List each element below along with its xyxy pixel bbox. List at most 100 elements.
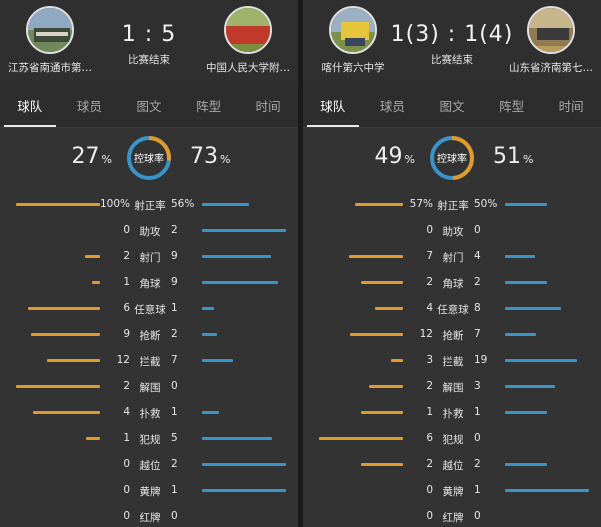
match-score: 1(3) : 1(4): [390, 22, 514, 47]
stat-label: 助攻: [139, 226, 161, 238]
stat-row: 4 任意球 8: [303, 296, 601, 322]
stats-list: 57% 射正率 50% 0 助攻 0 7 射门 4 2 角球 2 4 任意球 8 12 抢断 7 3 拦截 19 2 解围 3…: [303, 192, 601, 527]
away-stat-value: 2: [474, 458, 481, 470]
stat-label: 射正率: [134, 200, 166, 212]
stat-label: 犯规: [139, 434, 161, 446]
away-stat-bar: [505, 463, 547, 466]
match-panel-right: 喀什第六中学 1(3) : 1(4) 比赛结束 山东省济南第七… 球队 球员: [303, 0, 601, 527]
stat-label: 扑救: [139, 408, 161, 420]
home-stat-value: 2: [123, 250, 130, 262]
home-possession: 27%: [71, 144, 112, 169]
stat-row: 1 犯规 5: [0, 426, 298, 452]
stat-label: 任意球: [134, 304, 166, 316]
home-stat-value: 2: [426, 276, 433, 288]
home-stat-value: 12: [419, 328, 433, 340]
stat-label: 犯规: [442, 434, 464, 446]
tab-live-text[interactable]: 图文: [136, 99, 162, 114]
away-team-name: 中国人民大学附…: [206, 62, 290, 74]
home-stat-value: 0: [426, 224, 433, 236]
stat-label: 射门: [139, 252, 161, 264]
home-stat-value: 7: [426, 250, 433, 262]
possession-donut: [430, 136, 474, 180]
home-team[interactable]: 江苏省南通市第…: [0, 6, 100, 75]
stat-label: 红牌: [139, 512, 161, 524]
home-stat-bar: [355, 203, 403, 206]
tab-live-text[interactable]: 图文: [439, 99, 465, 114]
tab-timeline[interactable]: 时间: [255, 99, 281, 114]
away-stat-bar: [202, 281, 278, 284]
stat-row: 0 黄牌 1: [303, 478, 601, 504]
home-stat-bar: [369, 385, 403, 388]
away-stat-value: 7: [474, 328, 481, 340]
possession-label: 控球率: [134, 154, 164, 165]
away-team[interactable]: 中国人民大学附…: [198, 6, 298, 75]
home-team-logo: [329, 6, 377, 54]
stat-row: 2 角球 2: [303, 270, 601, 296]
stat-row: 0 红牌 0: [303, 504, 601, 527]
home-stat-bar: [361, 411, 403, 414]
away-stat-value: 50%: [474, 198, 498, 210]
stat-label: 解围: [442, 382, 464, 394]
stat-label: 红牌: [442, 512, 464, 524]
away-stat-bar: [202, 229, 286, 232]
tab-formation[interactable]: 阵型: [196, 99, 222, 114]
away-stat-value: 7: [171, 354, 178, 366]
home-stat-bar: [28, 307, 100, 310]
away-possession: 51%: [493, 144, 534, 169]
tab-players[interactable]: 球员: [76, 99, 102, 114]
away-stat-bar: [202, 489, 286, 492]
home-team[interactable]: 喀什第六中学: [303, 6, 403, 75]
stat-row: 0 助攻 2: [0, 218, 298, 244]
home-stat-bar: [33, 411, 100, 414]
stat-label: 抢断: [442, 330, 464, 342]
home-stat-bar: [85, 255, 100, 258]
home-stat-bar: [92, 281, 100, 284]
home-stat-bar: [361, 281, 403, 284]
match-score: 1 : 5: [121, 22, 177, 47]
home-stat-value: 1: [426, 406, 433, 418]
home-stat-value: 100%: [100, 198, 131, 210]
tab-bar: 球队 球员 图文 阵型 时间: [0, 85, 298, 128]
stat-label: 解围: [139, 382, 161, 394]
stat-label: 角球: [139, 278, 161, 290]
away-stat-value: 0: [474, 510, 481, 522]
home-stat-bar: [47, 359, 100, 362]
stat-row: 0 黄牌 1: [0, 478, 298, 504]
tab-players[interactable]: 球员: [379, 99, 405, 114]
away-stat-value: 2: [171, 458, 178, 470]
away-stat-bar: [505, 203, 547, 206]
stat-row: 0 助攻 0: [303, 218, 601, 244]
away-stat-value: 2: [474, 276, 481, 288]
stat-row: 2 解围 3: [303, 374, 601, 400]
tab-timeline[interactable]: 时间: [558, 99, 584, 114]
home-stat-bar: [350, 333, 403, 336]
home-stat-bar: [361, 463, 403, 466]
away-team[interactable]: 山东省济南第七…: [501, 6, 601, 75]
stat-row: 3 拦截 19: [303, 348, 601, 374]
possession-label: 控球率: [437, 154, 467, 165]
away-stat-value: 2: [171, 328, 178, 340]
home-stat-value: 6: [123, 302, 130, 314]
stat-label: 角球: [442, 278, 464, 290]
away-stat-bar: [202, 437, 272, 440]
away-stat-value: 1: [171, 406, 178, 418]
away-stat-value: 3: [474, 380, 481, 392]
tab-team[interactable]: 球队: [303, 85, 363, 127]
tab-team[interactable]: 球队: [0, 85, 60, 127]
away-team-logo: [527, 6, 575, 54]
away-stat-value: 5: [171, 432, 178, 444]
stat-label: 拦截: [442, 356, 464, 368]
stat-row: 6 犯规 0: [303, 426, 601, 452]
tab-formation[interactable]: 阵型: [499, 99, 525, 114]
stat-row: 100% 射正率 56%: [0, 192, 298, 218]
away-stat-bar: [505, 411, 547, 414]
home-stat-value: 0: [123, 458, 130, 470]
away-stat-value: 0: [474, 432, 481, 444]
home-stat-bar: [375, 307, 403, 310]
away-team-logo: [224, 6, 272, 54]
stat-row: 57% 射正率 50%: [303, 192, 601, 218]
stat-row: 4 扑救 1: [0, 400, 298, 426]
home-stat-value: 12: [116, 354, 130, 366]
away-stat-value: 1: [171, 302, 178, 314]
away-stat-bar: [202, 333, 217, 336]
